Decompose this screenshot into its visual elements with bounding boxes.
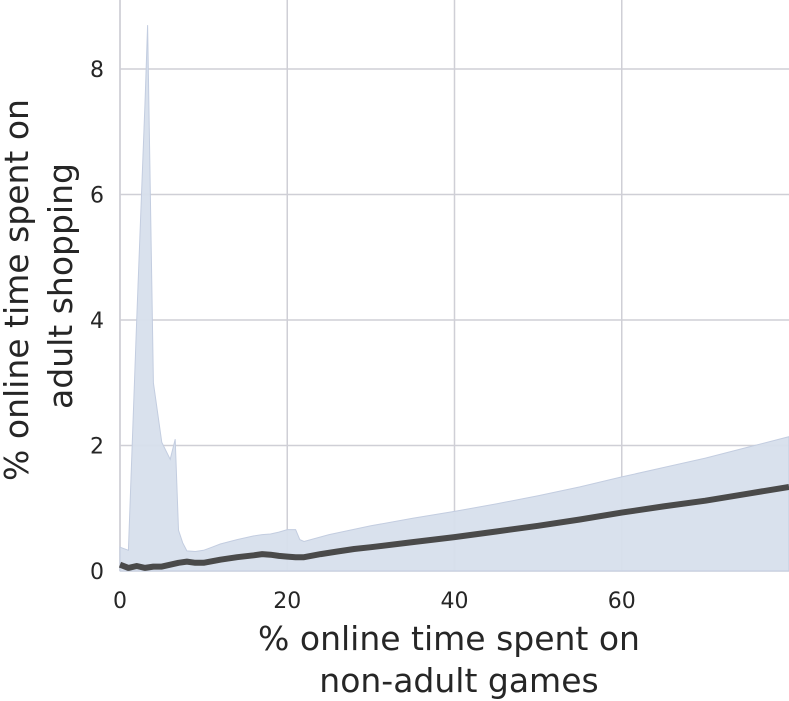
x-axis-label-line-1: % online time spent on: [258, 619, 640, 658]
x-tick-label: 20: [273, 589, 301, 614]
y-tick-label: 4: [90, 309, 104, 334]
x-ticks: 0 20 40 60: [113, 589, 636, 614]
y-tick-label: 8: [90, 58, 104, 83]
x-tick-label: 0: [113, 589, 127, 614]
y-tick-label: 0: [90, 560, 104, 585]
y-axis-label-line-2: % online time spent on: [0, 99, 36, 481]
y-axis-label-line-1: adult shopping: [41, 163, 80, 409]
y-tick-label: 6: [90, 184, 104, 209]
y-tick-label: 2: [90, 435, 104, 460]
mean-line: [118, 483, 789, 571]
x-tick-label: 40: [441, 589, 469, 614]
confidence-band: [119, 25, 789, 572]
x-tick-label: 60: [608, 589, 636, 614]
y-ticks: 0 2 4 6 8: [90, 58, 104, 585]
x-axis-label-line-2: non-adult games: [319, 661, 598, 700]
